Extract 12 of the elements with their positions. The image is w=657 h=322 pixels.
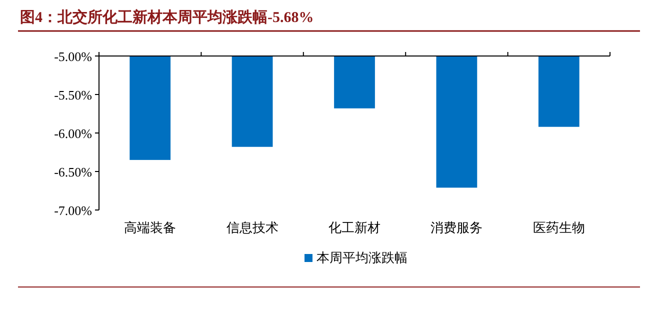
x-tick-label: 高端装备 xyxy=(124,220,176,235)
x-tick-label: 消费服务 xyxy=(430,220,483,235)
y-tick-label: -5.50% xyxy=(54,88,92,102)
y-tick-label: -7.00% xyxy=(54,203,92,218)
x-tick-label: 化工新材 xyxy=(328,220,380,235)
title: 图4：北交所化工新材本周平均涨跌幅-5.68% xyxy=(20,10,314,26)
x-tick-label: 医药生物 xyxy=(532,220,585,235)
y-tick-label: -6.50% xyxy=(54,164,92,180)
x-tick-label: 信息技术 xyxy=(226,220,278,235)
y-tick-label: -5.00% xyxy=(54,49,92,64)
y-tick-label: -6.00% xyxy=(54,126,92,141)
legend: 本周平均涨跌幅 xyxy=(304,250,408,265)
